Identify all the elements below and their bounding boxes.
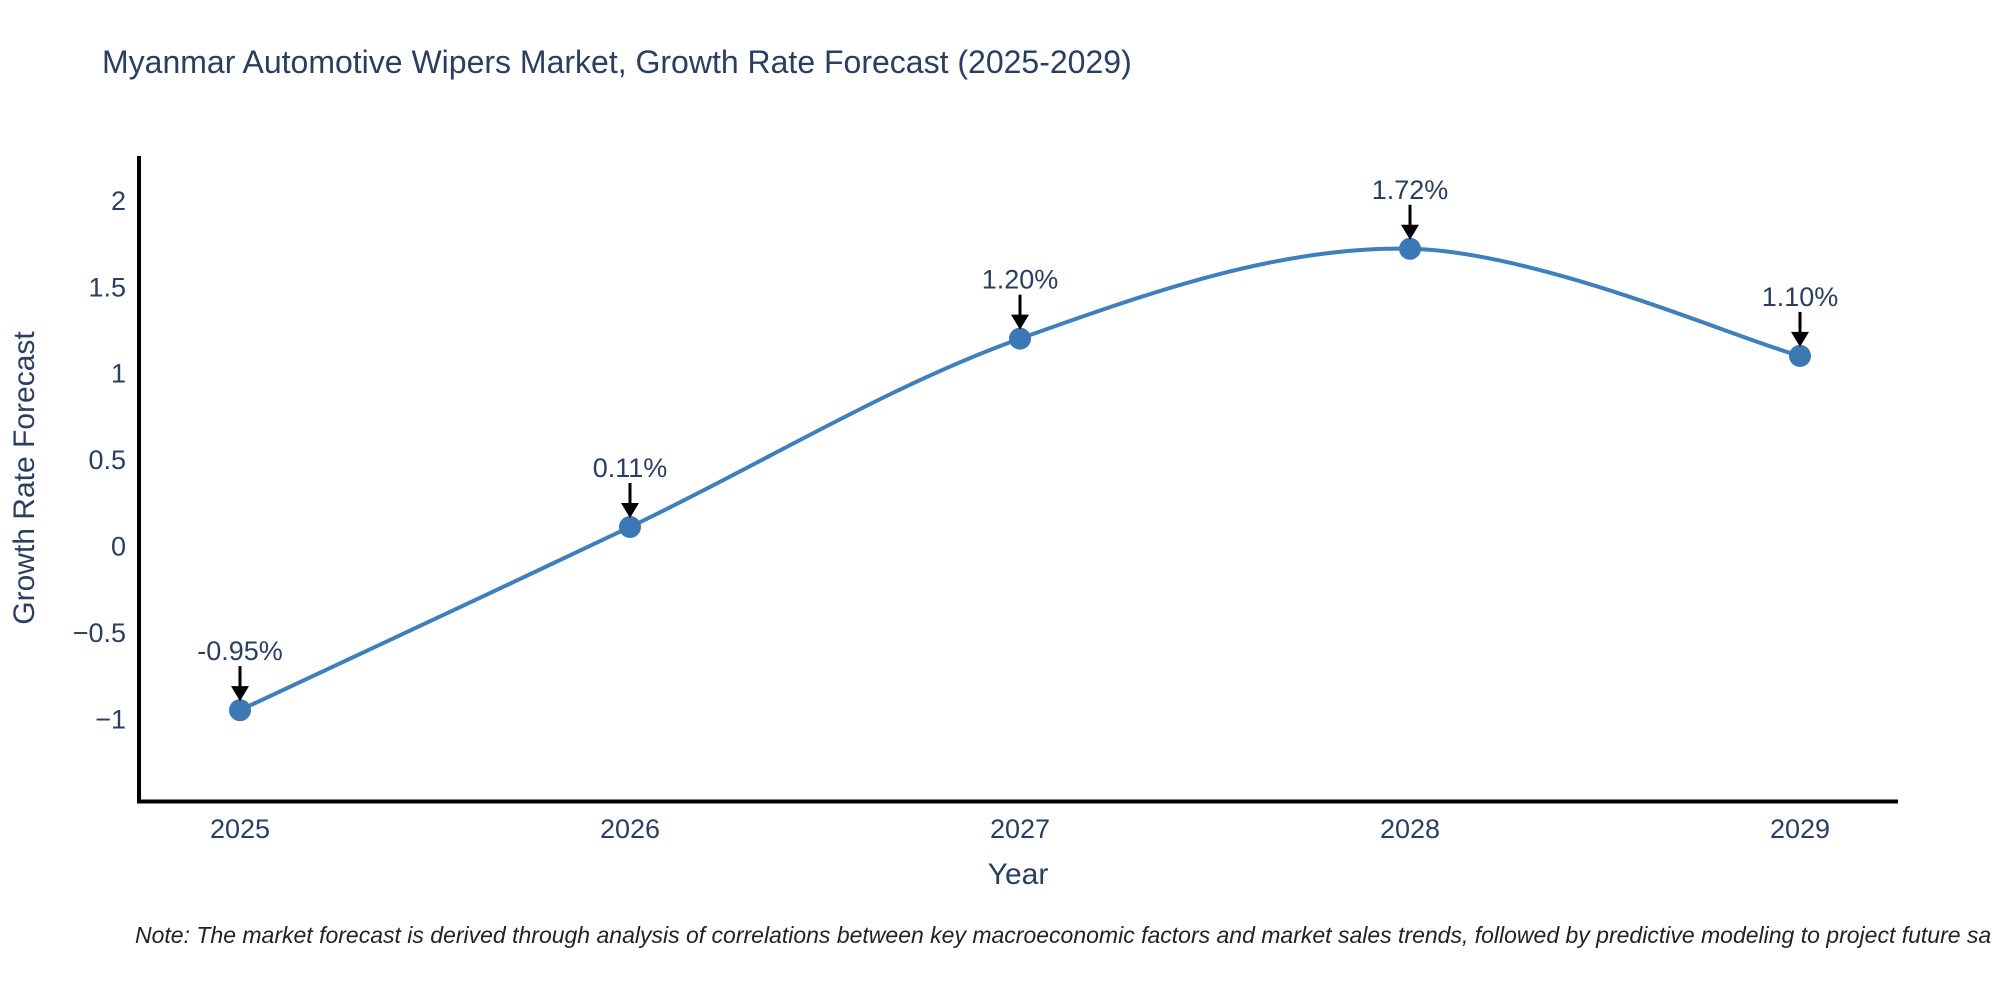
annotation-arrowhead-icon xyxy=(231,686,249,702)
y-tick-label: 1 xyxy=(111,359,126,389)
data-point-2027 xyxy=(1009,327,1031,350)
annotation-2025: -0.95% xyxy=(197,636,283,702)
y-tick-label: 0.5 xyxy=(88,445,126,475)
y-axis-title: Growth Rate Forecast xyxy=(8,331,41,625)
y-tick-label: 2 xyxy=(111,186,126,216)
x-tick-label-2029: 2029 xyxy=(1770,814,1830,844)
x-tick-label-2026: 2026 xyxy=(600,814,660,844)
data-point-annotations: -0.95% 0.11% 1.20% 1.72% 1.10% xyxy=(197,175,1839,702)
annotation-arrowhead-icon xyxy=(621,502,639,518)
x-axis-title: Year xyxy=(988,858,1049,891)
x-axis-tick-labels: 2025 2026 2027 2028 2029 xyxy=(210,814,1830,844)
chart-title: Myanmar Automotive Wipers Market, Growth… xyxy=(102,44,1132,80)
annotation-arrowhead-icon xyxy=(1791,331,1809,347)
data-point-2025 xyxy=(229,699,251,722)
y-tick-label: −1 xyxy=(95,704,126,734)
annotation-arrowhead-icon xyxy=(1011,314,1029,330)
data-point-label: -0.95% xyxy=(197,636,283,666)
y-tick-label: 1.5 xyxy=(88,272,126,302)
x-tick-label-2027: 2027 xyxy=(990,814,1050,844)
x-tick-label-2028: 2028 xyxy=(1380,814,1440,844)
data-point-2028 xyxy=(1399,237,1421,260)
y-axis-tick-labels: 2 1.5 1 0.5 0 −0.5 −1 xyxy=(73,186,126,734)
data-point-label: 1.20% xyxy=(982,265,1059,295)
data-point-2029 xyxy=(1789,344,1811,367)
axis-lines xyxy=(137,156,1898,804)
annotation-2029: 1.10% xyxy=(1762,282,1839,347)
chart-footnote: Note: The market forecast is derived thr… xyxy=(135,922,1992,948)
y-tick-label: 0 xyxy=(111,532,126,562)
data-point-2026 xyxy=(619,515,641,538)
x-tick-label-2025: 2025 xyxy=(210,814,270,844)
annotation-arrowhead-icon xyxy=(1401,224,1419,240)
y-tick-label: −0.5 xyxy=(73,618,126,648)
annotation-2027: 1.20% xyxy=(982,265,1059,330)
annotation-2028: 1.72% xyxy=(1372,175,1449,240)
data-point-label: 1.10% xyxy=(1762,282,1839,312)
data-point-markers xyxy=(229,237,1811,722)
annotation-2026: 0.11% xyxy=(593,453,668,518)
data-point-label: 0.11% xyxy=(593,453,668,483)
data-point-label: 1.72% xyxy=(1372,175,1449,205)
